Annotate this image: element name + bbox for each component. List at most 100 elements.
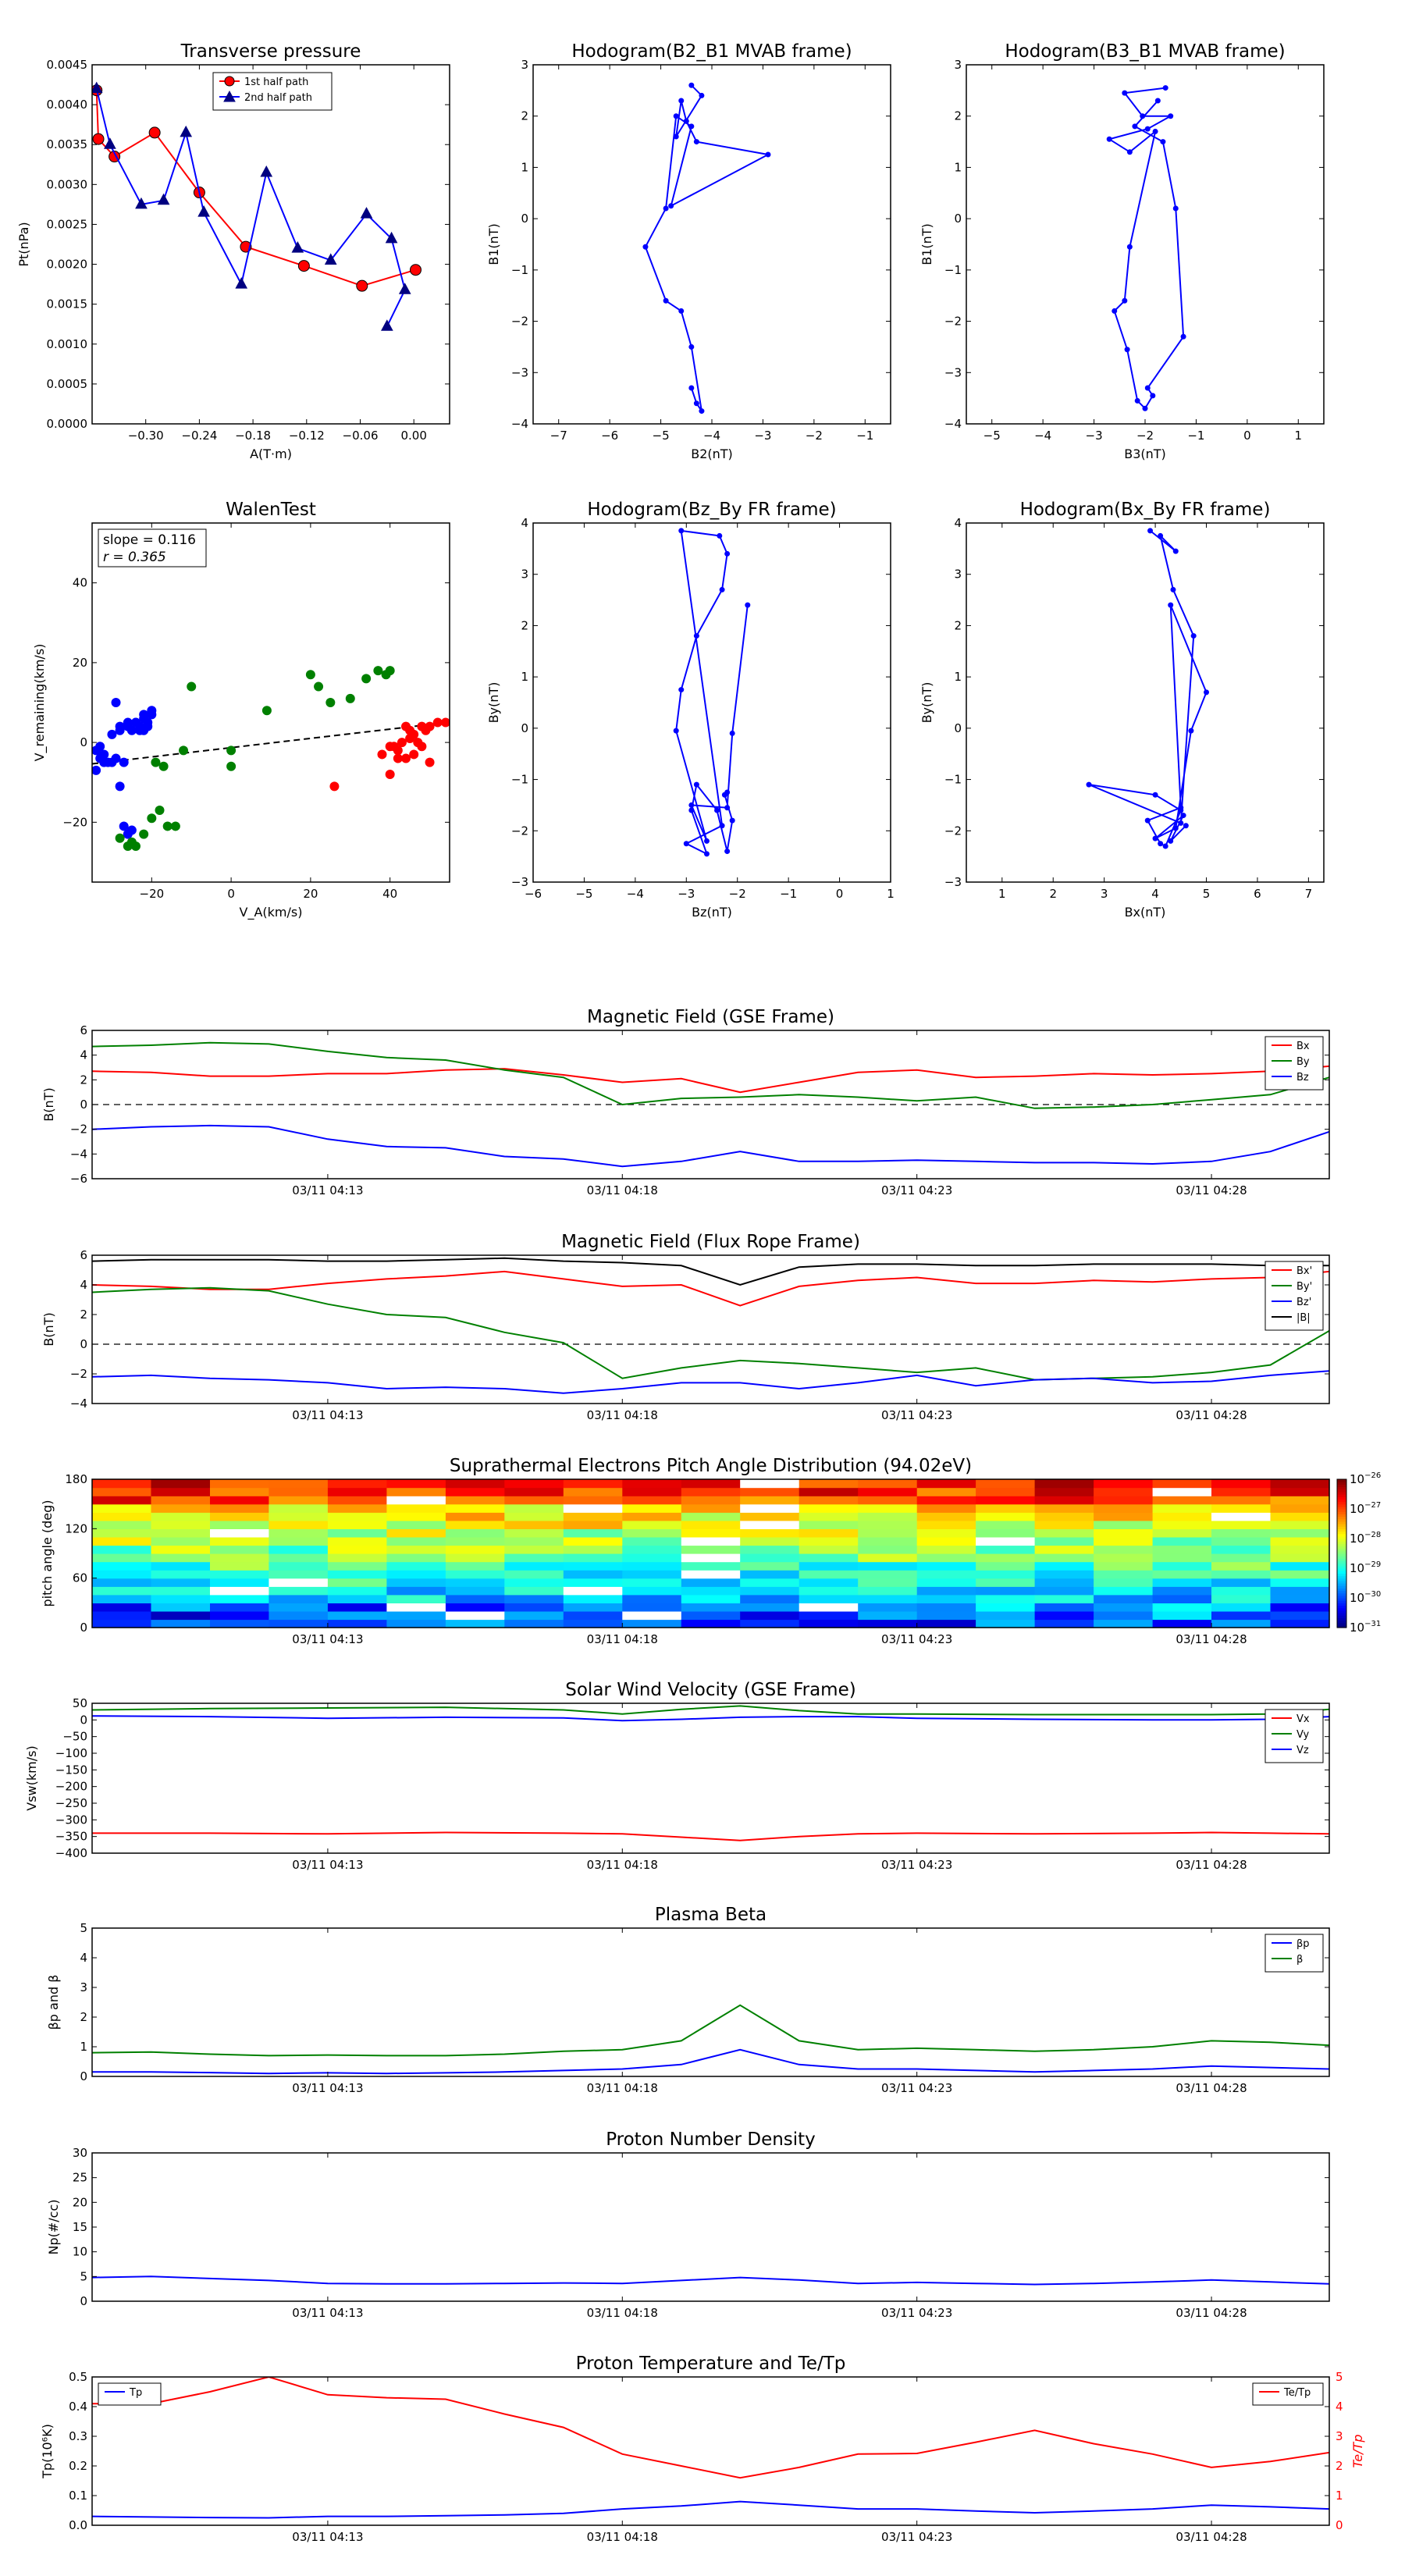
colorbar-cell	[1337, 1573, 1346, 1577]
chart-hodo_b2b1: Hodogram(B2_B1 MVAB frame) −4 −3 −2 −1 0 1 2 3 −7…	[486, 41, 891, 461]
heatmap-cell	[858, 1536, 918, 1546]
x-axis-label: V_A(km/s)	[240, 905, 303, 920]
heatmap-cell	[92, 1503, 152, 1513]
colorbar-cell	[1337, 1553, 1346, 1557]
series-line-β	[92, 2004, 1329, 2057]
colorbar-cell	[1337, 1624, 1346, 1628]
heatmap-cell	[1034, 1553, 1094, 1563]
heatmap-cell	[976, 1578, 1036, 1587]
heatmap-cell	[151, 1594, 211, 1603]
x-tick-label: 40	[382, 887, 397, 901]
data-point	[170, 821, 180, 831]
heatmap-cell	[622, 1545, 682, 1554]
data-point	[1170, 586, 1176, 592]
heatmap-cell	[269, 1553, 329, 1563]
heatmap-cell	[1270, 1570, 1330, 1579]
x-tick-label: 0	[1243, 429, 1251, 443]
heatmap-cell	[386, 1570, 446, 1579]
heatmap-cell	[386, 1619, 446, 1628]
heatmap-cell	[799, 1603, 859, 1612]
heatmap-cell	[976, 1496, 1036, 1505]
heatmap-cell	[92, 1594, 152, 1603]
heatmap-cell	[1034, 1619, 1094, 1628]
data-point	[1180, 813, 1186, 819]
heatmap-cell	[740, 1603, 800, 1612]
data-point	[693, 633, 699, 639]
heatmap-cell	[327, 1503, 387, 1513]
heatmap-cell	[151, 1479, 211, 1489]
heatmap-cell	[916, 1479, 976, 1489]
heatmap-cell	[386, 1520, 446, 1529]
heatmap-cell	[445, 1553, 505, 1563]
y-tick-label: 4	[521, 516, 528, 530]
data-point	[1172, 205, 1179, 212]
data-point	[1142, 405, 1148, 411]
legend-label: Bx	[1297, 1041, 1310, 1052]
heatmap-cell	[445, 1619, 505, 1628]
heatmap-cell	[976, 1528, 1036, 1538]
heatmap-cell	[327, 1520, 387, 1529]
data-point	[385, 666, 395, 676]
heatmap-cell	[92, 1561, 152, 1571]
heatmap-cell	[740, 1496, 800, 1505]
data-point	[673, 728, 679, 734]
x-tick-label: 03/11 04:18	[587, 2530, 658, 2544]
heatmap-cell	[386, 1561, 446, 1571]
heatmap-cell	[92, 1536, 152, 1546]
heatmap-cell	[504, 1487, 564, 1496]
colorbar-cell	[1337, 1521, 1346, 1525]
heatmap-cell	[1211, 1496, 1272, 1505]
colorbar-cell	[1337, 1560, 1346, 1564]
data-point	[147, 706, 157, 716]
data-point	[724, 550, 731, 557]
heatmap-cell	[269, 1479, 329, 1489]
heatmap-cell	[1211, 1503, 1272, 1513]
y-tick-label: −4	[944, 417, 962, 431]
y-tick-label: 0.0025	[47, 217, 88, 231]
heatmap-cell	[916, 1503, 976, 1513]
heatmap-cell	[916, 1553, 976, 1563]
y-tick-label: −1	[511, 263, 528, 277]
heatmap-cell	[269, 1520, 329, 1529]
heatmap-cell	[327, 1610, 387, 1621]
y-tick-label: 0.5	[69, 2370, 87, 2384]
heatmap-cell	[740, 1528, 800, 1538]
heatmap-cells	[92, 1479, 1330, 1628]
colorbar-exponent: −30	[1364, 1590, 1381, 1599]
heatmap-cell	[1152, 1578, 1212, 1587]
x-tick-label: 03/11 04:18	[587, 1632, 658, 1646]
heatmap-cell	[386, 1594, 446, 1603]
heatmap-cell	[151, 1610, 211, 1621]
data-point	[1112, 308, 1118, 314]
series-line-|B|	[92, 1257, 1329, 1286]
colorbar-tick-label: 10−28	[1350, 1531, 1381, 1546]
heatmap-cell	[1034, 1545, 1094, 1554]
data-point	[668, 203, 674, 209]
data-point	[381, 319, 393, 331]
x-tick-label: 03/11 04:18	[587, 2081, 658, 2095]
colorbar-cell	[1337, 1489, 1346, 1493]
heatmap-cell	[1034, 1536, 1094, 1546]
heatmap-cell	[916, 1594, 976, 1603]
y-tick-label: 2	[954, 109, 962, 123]
heatmap-cell	[799, 1619, 859, 1628]
heatmap-cell	[563, 1561, 623, 1571]
data-point	[688, 385, 695, 391]
x-tick-label: −7	[550, 429, 567, 443]
y-tick-label: 2	[80, 2010, 87, 2024]
y-axis-label: By(nT)	[919, 682, 934, 724]
heatmap-cell	[916, 1570, 976, 1579]
heatmap-cell	[504, 1603, 564, 1612]
x-axis-label: Bz(nT)	[692, 905, 732, 920]
heatmap-cell	[563, 1479, 623, 1489]
colorbar-exponent: −28	[1364, 1531, 1381, 1539]
heatmap-cell	[1094, 1528, 1154, 1538]
heatmap-cell	[740, 1586, 800, 1596]
heatmap-cell	[92, 1603, 152, 1612]
plot-area	[1086, 528, 1210, 849]
data-point	[401, 753, 411, 763]
heatmap-cell	[681, 1603, 741, 1612]
heatmap-cell	[1152, 1503, 1212, 1513]
data-point	[688, 82, 695, 88]
